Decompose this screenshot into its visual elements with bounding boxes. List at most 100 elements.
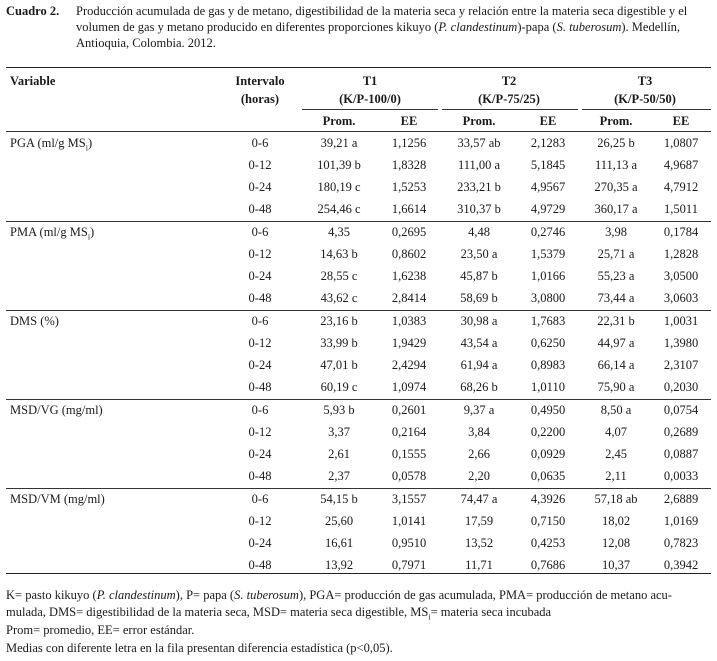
cell-t3p: 2,45	[605, 447, 627, 462]
header-t3-ee: EE	[672, 114, 690, 128]
cell-t3e: 0,1784	[663, 225, 699, 239]
cell-interval: 0-6	[251, 225, 269, 239]
cell-t1e: 1,0141	[391, 514, 427, 529]
cell-t3p: 2,11	[605, 469, 627, 484]
cell-t2e: 0,8983	[530, 358, 566, 373]
cell-t1e: 2,4294	[391, 358, 427, 373]
cell-interval: 0-12	[248, 158, 272, 173]
cell-t1e: 1,5253	[391, 180, 427, 195]
cell-interval: 0-48	[248, 291, 272, 306]
cell-t2p: 310,37 b	[457, 202, 501, 217]
row-variable-label: DMS (%)	[10, 314, 59, 328]
cell-t3p: 57,18 ab	[594, 492, 638, 506]
caption-label: Cuadro 2.	[6, 4, 60, 18]
cell-t2p: 233,21 b	[457, 180, 501, 195]
cell-t2e: 5,1845	[530, 158, 566, 173]
cell-t3p: 12,08	[601, 536, 631, 551]
header-variable: Variable	[10, 74, 56, 88]
section-divider-rule	[6, 221, 711, 222]
cell-t3p: 4,07	[605, 425, 627, 440]
cell-t1p: 254,46 c	[317, 202, 361, 217]
cell-t1p: 2,37	[328, 469, 350, 484]
cell-t3p: 22,31 b	[597, 314, 635, 328]
caption-text: Producción acumulada de gas y de metano,…	[76, 4, 688, 50]
cell-t2e: 1,0110	[531, 380, 565, 395]
cell-interval: 0-6	[251, 136, 269, 150]
table-caption: Cuadro 2. Producción acumulada de gas y …	[6, 3, 712, 51]
cell-t3p: 360,17 a	[594, 202, 638, 217]
cell-t2e: 4,3926	[530, 492, 566, 506]
cell-t2e: 1,5379	[530, 247, 566, 262]
row-variable-label: MSD/VG (mg/ml)	[10, 403, 103, 417]
cell-t3e: 4,9687	[663, 158, 699, 173]
cell-t1e: 0,9510	[391, 536, 427, 551]
header-group-t3-sub: (K/P-50/50)	[614, 92, 676, 106]
cell-t3e: 0,2689	[663, 425, 699, 440]
row-variable-label: MSD/VM (mg/ml)	[10, 492, 105, 506]
cell-t1e: 1,9429	[391, 336, 427, 351]
cell-interval: 0-6	[251, 492, 269, 506]
cell-t3p: 26,25 b	[597, 136, 635, 150]
cell-t1e: 1,8328	[391, 158, 427, 173]
cell-t2p: 4,48	[468, 225, 490, 239]
section-divider-rule	[6, 399, 711, 400]
cell-t2e: 1,7683	[530, 314, 566, 328]
cell-t2e: 3,0800	[530, 291, 566, 306]
cell-t2p: 3,84	[468, 425, 490, 440]
cell-t1p: 54,15 b	[320, 492, 358, 506]
cell-t3e: 2,3107	[663, 358, 699, 373]
cell-t2p: 9,37 a	[463, 403, 495, 417]
cell-t1p: 14,63 b	[320, 247, 358, 262]
cell-t1e: 1,1256	[391, 136, 427, 150]
header-group-t3: T3	[637, 74, 653, 88]
cell-t1e: 1,0974	[391, 380, 427, 395]
cell-t2p: 45,87 b	[460, 269, 498, 284]
table-bottom-rule	[6, 573, 711, 574]
cell-t1p: 39,21 a	[320, 136, 358, 150]
cell-t2p: 17,59	[464, 514, 494, 529]
cell-t3p: 73,44 a	[597, 291, 635, 306]
cell-t1p: 60,19 c	[320, 380, 358, 395]
cell-t2e: 0,0635	[530, 469, 566, 484]
t3-group-rule	[582, 109, 711, 110]
header-bottom-rule	[6, 131, 711, 132]
cell-t3p: 111,13 a	[594, 158, 638, 173]
cell-t2p: 23,50 a	[460, 247, 498, 262]
cell-t1p: 101,39 b	[317, 158, 361, 173]
cell-t3p: 270,35 a	[594, 180, 638, 195]
cell-t3e: 0,0033	[663, 469, 699, 484]
cell-t2e: 0,2200	[530, 425, 566, 440]
section-divider-rule	[6, 310, 711, 311]
cell-t1p: 4,35	[328, 225, 350, 239]
cell-t2e: 1,0166	[530, 269, 566, 284]
cell-t1p: 3,37	[328, 425, 350, 440]
cell-t2e: 0,4253	[530, 536, 566, 551]
cell-t3p: 8,50 a	[600, 403, 632, 417]
cell-t1p: 43,62 c	[320, 291, 358, 306]
cell-t1p: 33,99 b	[320, 336, 358, 351]
row-variable-label: PMA (ml/g MSi)	[10, 225, 95, 242]
cell-interval: 0-12	[248, 247, 272, 262]
cell-t2p: 43,54 a	[460, 336, 498, 351]
t1-group-rule	[302, 109, 438, 110]
cell-t1e: 1,6614	[391, 202, 427, 217]
cell-t2e: 0,7686	[530, 558, 566, 573]
cell-t3e: 0,0887	[663, 447, 699, 462]
cell-t1e: 0,1555	[391, 447, 427, 462]
cell-t2p: 11,71	[465, 558, 493, 573]
cell-t1e: 3,1557	[391, 492, 427, 506]
cell-t2p: 61,94 a	[460, 358, 498, 373]
cell-t1p: 180,19 c	[317, 180, 361, 195]
cell-t3p: 25,71 a	[597, 247, 635, 262]
header-t3-prom: Prom.	[599, 114, 633, 128]
cell-t2p: 2,66	[468, 447, 490, 462]
cell-interval: 0-24	[248, 447, 272, 462]
row-variable-label: PGA (ml/g MSi)	[10, 136, 93, 153]
cell-t2p: 33,57 ab	[457, 136, 501, 150]
cell-t1p: 28,55 c	[320, 269, 358, 284]
cell-t3e: 1,2828	[663, 247, 699, 262]
header-group-t2: T2	[501, 74, 517, 88]
cell-t3e: 0,7823	[663, 536, 699, 551]
cell-t3p: 66,14 a	[597, 358, 635, 373]
